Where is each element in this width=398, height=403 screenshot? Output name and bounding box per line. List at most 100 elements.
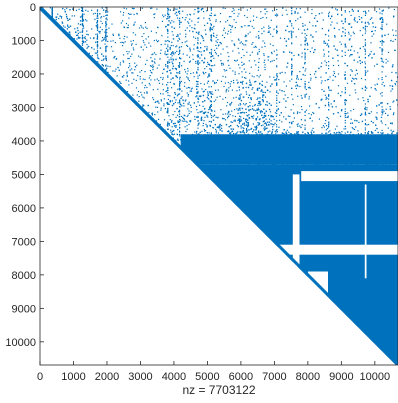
nonzero-point: [358, 139, 360, 141]
nonzero-point: [256, 98, 258, 101]
nonzero-point: [81, 31, 84, 33]
nonzero-point: [173, 133, 175, 135]
x-tick-label: 0: [37, 371, 43, 383]
nonzero-point: [308, 98, 310, 100]
nonzero-point: [256, 16, 258, 18]
nonzero-point: [261, 148, 263, 150]
nonzero-point: [293, 137, 295, 139]
nonzero-point: [207, 61, 209, 63]
nonzero-point: [189, 25, 191, 27]
nonzero-point: [303, 163, 305, 165]
nonzero-point: [259, 104, 261, 106]
nonzero-point: [204, 116, 206, 118]
nonzero-point: [337, 13, 339, 16]
nonzero-point: [316, 157, 318, 159]
nonzero-point: [387, 143, 390, 145]
y-tick-label: 10000: [5, 337, 36, 349]
nonzero-point: [276, 83, 278, 85]
nonzero-point: [251, 161, 253, 163]
nonzero-point: [154, 114, 156, 116]
nonzero-point: [389, 85, 391, 87]
nonzero-point: [375, 11, 378, 13]
nonzero-point: [249, 20, 252, 22]
nonzero-point: [58, 17, 60, 20]
nonzero-point: [385, 136, 388, 138]
nonzero-point: [328, 78, 330, 80]
nonzero-point: [370, 51, 372, 53]
nonzero-point: [210, 132, 212, 134]
nonzero-point: [197, 133, 199, 135]
x-axis-label: nz = 7703122: [182, 383, 255, 397]
nonzero-point: [393, 151, 395, 153]
nonzero-point: [351, 70, 353, 72]
nonzero-point: [167, 44, 169, 46]
nonzero-point: [264, 151, 266, 153]
nonzero-point: [364, 140, 366, 142]
nonzero-point: [279, 114, 281, 116]
nonzero-point: [260, 90, 262, 92]
nonzero-point: [201, 136, 203, 138]
nonzero-point: [296, 142, 298, 144]
nonzero-point: [292, 31, 294, 33]
nonzero-point: [314, 164, 316, 166]
nonzero-point: [331, 141, 333, 143]
nonzero-point: [383, 147, 385, 149]
nonzero-point: [179, 133, 181, 136]
nonzero-point: [222, 98, 224, 100]
nonzero-point: [268, 161, 271, 163]
nonzero-point: [304, 53, 306, 55]
nonzero-point: [325, 150, 328, 152]
nonzero-point: [227, 30, 230, 32]
nonzero-point: [252, 15, 255, 17]
nonzero-point: [175, 126, 177, 128]
nonzero-point: [381, 106, 383, 108]
nonzero-point: [366, 154, 369, 157]
nonzero-point: [361, 113, 363, 115]
nonzero-point: [194, 118, 196, 120]
nonzero-point: [238, 89, 241, 91]
nonzero-point: [100, 20, 102, 22]
nonzero-point: [184, 115, 186, 117]
nonzero-point: [264, 86, 267, 88]
nonzero-point: [364, 111, 366, 113]
nonzero-point: [319, 144, 321, 146]
nonzero-point: [275, 142, 277, 144]
nonzero-point: [211, 138, 214, 140]
nonzero-point: [297, 162, 299, 164]
nonzero-point: [264, 152, 266, 155]
nonzero-point: [77, 32, 79, 34]
nonzero-point: [304, 83, 306, 85]
nonzero-point: [269, 118, 271, 120]
nonzero-point: [243, 68, 245, 70]
nonzero-point: [307, 159, 309, 161]
nonzero-point: [386, 141, 388, 143]
nonzero-point: [213, 32, 215, 34]
nonzero-point: [198, 122, 200, 124]
nonzero-point: [381, 44, 383, 46]
nonzero-point: [261, 151, 264, 153]
nonzero-point: [81, 15, 84, 17]
nonzero-point: [230, 132, 232, 134]
nonzero-point: [393, 145, 395, 148]
nonzero-point: [334, 153, 336, 155]
nonzero-point: [175, 11, 178, 14]
nonzero-point: [262, 166, 264, 168]
nonzero-point: [289, 51, 291, 53]
nonzero-point: [120, 22, 122, 24]
nonzero-point: [310, 79, 312, 81]
nonzero-point: [315, 148, 317, 151]
nonzero-point: [368, 23, 370, 25]
nonzero-point: [154, 101, 156, 103]
nonzero-point: [304, 94, 306, 96]
nonzero-point: [218, 134, 221, 136]
nonzero-point: [345, 145, 347, 147]
nonzero-point: [328, 86, 330, 88]
nonzero-point: [340, 149, 342, 151]
nonzero-point: [180, 115, 182, 118]
nonzero-point: [214, 51, 217, 54]
nonzero-point: [273, 134, 275, 136]
nonzero-point: [344, 122, 346, 124]
nonzero-point: [364, 106, 366, 108]
nonzero-point: [381, 42, 383, 44]
nonzero-point: [197, 43, 199, 45]
